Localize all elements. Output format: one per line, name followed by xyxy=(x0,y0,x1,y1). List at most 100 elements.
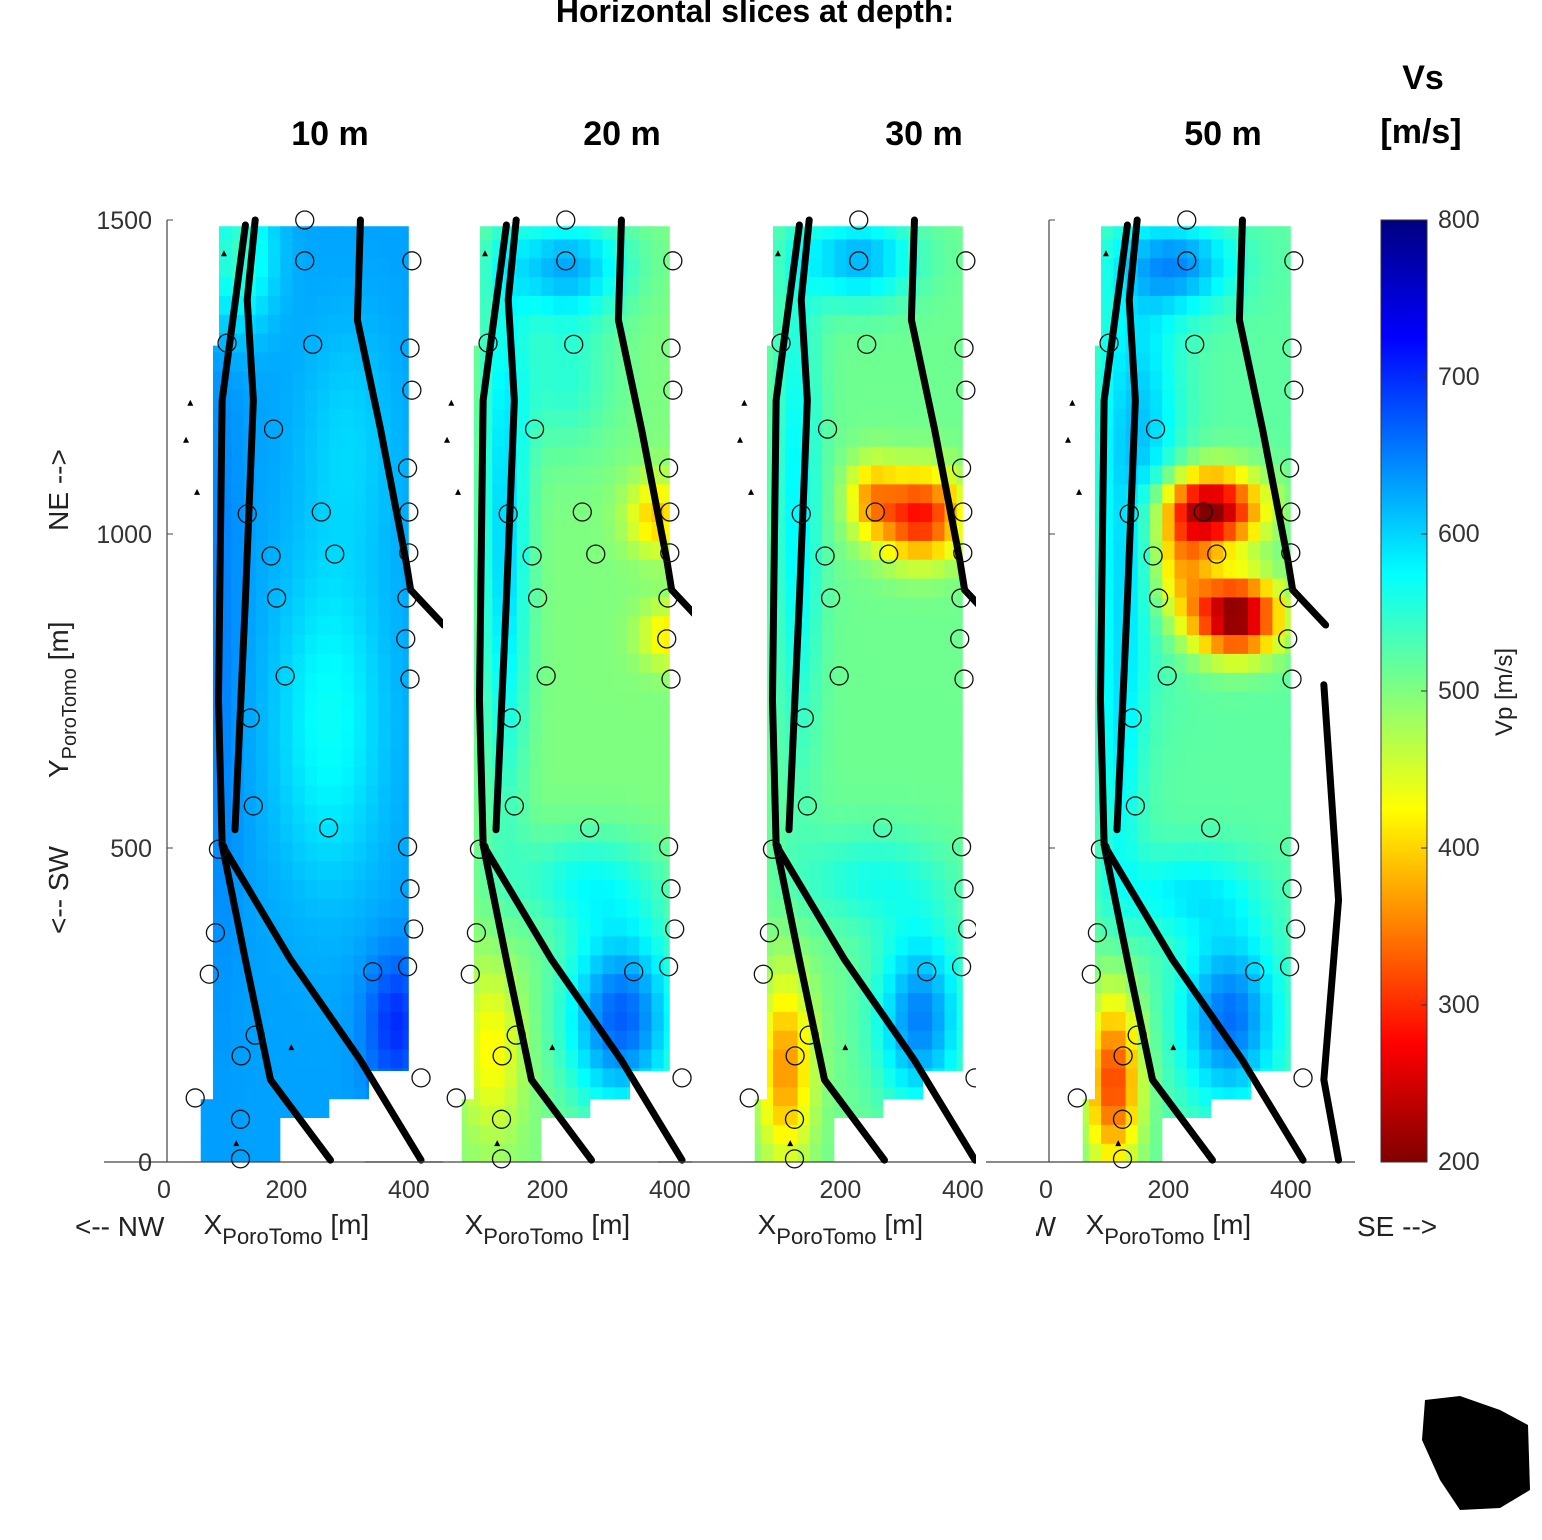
heatmap-cell xyxy=(516,1067,530,1088)
x-tick-label: 400 xyxy=(388,1176,430,1204)
heatmap-cell xyxy=(1162,370,1176,391)
heatmap-cell xyxy=(390,728,404,749)
heatmap-cell xyxy=(822,1143,835,1162)
heatmap-cell xyxy=(553,1143,567,1162)
heatmap-cell xyxy=(919,276,933,296)
heatmap-cell xyxy=(1199,276,1212,296)
heatmap-cell xyxy=(206,226,220,240)
heatmap-cell xyxy=(883,747,897,767)
heatmap-cell xyxy=(390,596,404,617)
heatmap-cell xyxy=(578,502,591,523)
heatmap-cell xyxy=(390,1011,404,1031)
heatmap-cell xyxy=(341,1105,355,1125)
heatmap-cell xyxy=(200,295,208,315)
heatmap-cell xyxy=(907,389,921,409)
heatmap-cell xyxy=(663,785,670,805)
heatmap-cell xyxy=(461,917,469,937)
heatmap-cell xyxy=(626,992,640,1012)
heatmap-cell xyxy=(907,1124,921,1144)
heatmap-cell xyxy=(1162,841,1176,862)
heatmap-cell xyxy=(907,427,921,447)
heatmap-cell xyxy=(858,389,872,409)
heatmap-cell xyxy=(492,577,506,598)
heatmap-cell xyxy=(944,1030,958,1050)
heatmap-cell xyxy=(317,672,330,692)
heatmap-cell xyxy=(553,709,567,730)
heatmap-cell xyxy=(1235,370,1249,391)
heatmap-cell xyxy=(1082,728,1090,749)
heatmap-cell xyxy=(292,653,306,673)
heatmap-cell xyxy=(268,672,281,692)
heatmap-cell xyxy=(461,992,469,1012)
heatmap-cell xyxy=(565,615,579,636)
heatmap-cell xyxy=(754,672,762,692)
heatmap-cell xyxy=(1272,898,1286,918)
heatmap-cell xyxy=(932,1124,946,1144)
heatmap-cell xyxy=(1284,295,1291,315)
heatmap-cell xyxy=(1199,408,1212,428)
heatmap-cell xyxy=(1235,691,1249,711)
heatmap-cell xyxy=(932,766,946,786)
heatmap-cell xyxy=(1223,898,1237,918)
heatmap-cell xyxy=(639,238,653,259)
heatmap-cell xyxy=(1137,540,1151,560)
heatmap-cell xyxy=(1082,427,1090,447)
heatmap-cell xyxy=(1150,257,1163,278)
heatmap-cell xyxy=(907,879,921,899)
heatmap-cell xyxy=(402,408,409,428)
heatmap-cell xyxy=(353,709,367,730)
heatmap-cell xyxy=(1284,1067,1291,1088)
heatmap-cell xyxy=(895,1143,909,1162)
heatmap-cell xyxy=(329,879,343,899)
station-marker xyxy=(1148,588,1169,608)
heatmap-cell xyxy=(1162,276,1176,296)
heatmap-cell xyxy=(378,841,392,862)
heatmap-cell xyxy=(663,935,670,956)
heatmap-cell xyxy=(1101,1105,1114,1125)
station-marker xyxy=(397,588,417,608)
station-marker xyxy=(318,818,339,838)
heatmap-cell xyxy=(760,370,774,391)
heatmap-cell xyxy=(565,822,579,843)
heatmap-cell xyxy=(231,973,245,994)
heatmap-cell xyxy=(639,596,653,617)
heatmap-cell xyxy=(858,1086,872,1107)
heatmap-cell xyxy=(317,728,330,749)
heatmap-cell xyxy=(1088,1143,1102,1162)
heatmap-cell xyxy=(304,954,318,975)
heatmap-cell xyxy=(304,1030,318,1050)
heatmap-cell xyxy=(1137,879,1151,899)
heatmap-cell xyxy=(1247,446,1261,466)
heatmap-cell xyxy=(871,1067,884,1088)
heatmap-cell xyxy=(1088,992,1102,1012)
heatmap-cell xyxy=(1199,747,1212,767)
heatmap-cell xyxy=(846,502,860,523)
heatmap-cell xyxy=(773,1048,786,1069)
heatmap-cell xyxy=(754,804,762,824)
heatmap-cell xyxy=(1223,276,1237,296)
heatmap-cell xyxy=(461,427,469,447)
heatmap-cell xyxy=(1235,766,1249,786)
heatmap-cell xyxy=(871,917,884,937)
heatmap-cell xyxy=(944,615,958,636)
x-tick-label: 200 xyxy=(266,1176,308,1204)
heatmap-cell xyxy=(329,596,343,617)
heatmap-cell xyxy=(231,427,245,447)
heatmap-cell xyxy=(651,314,665,334)
heatmap-cell xyxy=(932,841,946,862)
black-blob-mark xyxy=(1422,1396,1530,1510)
heatmap-cell xyxy=(341,992,355,1012)
heatmap-cell xyxy=(956,785,963,805)
heatmap-cell xyxy=(1223,427,1237,447)
heatmap-cell xyxy=(1174,653,1188,673)
heatmap-cell xyxy=(602,672,616,692)
heatmap-cell xyxy=(1150,954,1163,975)
heatmap-cell xyxy=(565,596,579,617)
heatmap-cell xyxy=(206,370,220,391)
heatmap-cell xyxy=(1082,1124,1090,1144)
heatmap-cell xyxy=(956,427,963,447)
heatmap-cell xyxy=(883,615,897,636)
heatmap-cell xyxy=(1137,954,1151,975)
heatmap-cell xyxy=(858,370,872,391)
heatmap-cell xyxy=(280,370,294,391)
